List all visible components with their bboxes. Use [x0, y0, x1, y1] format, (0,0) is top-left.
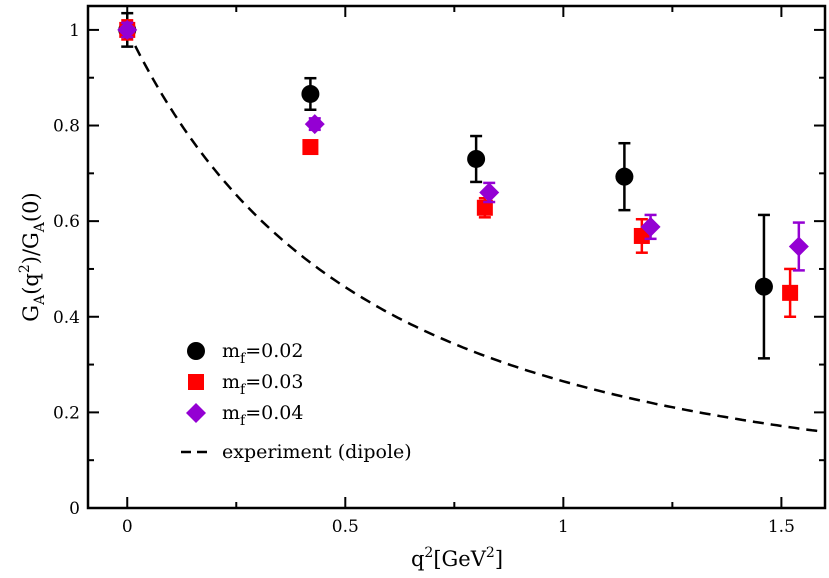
x-tick-label: 1 [558, 517, 569, 537]
x-tick-label: 1.5 [768, 517, 795, 537]
legend-label-mf004: mf=0.04 [222, 402, 303, 429]
x-tick-label: 0.5 [332, 517, 359, 537]
legend-label-experiment: experiment (dipole) [222, 441, 412, 463]
data-point-diamond [479, 182, 500, 203]
y-axis-label: GA(q2)/GA(0) [17, 192, 48, 321]
dipole-curve-layer [126, 29, 826, 434]
axis-ticks: 0 0.5 1 1.5 0 0.2 0.4 0.6 0.8 1 [53, 6, 825, 537]
legend-marker-square [188, 374, 204, 390]
legend: mf=0.02 mf=0.03 mf=0.04 experiment (dipo… [181, 340, 412, 463]
x-axis-label: q2[GeV2] [411, 545, 503, 571]
data-point-circle [615, 167, 634, 186]
legend-label-mf002: mf=0.02 [222, 340, 303, 367]
data-point-circle [754, 277, 773, 296]
y-tick-label: 0.8 [53, 117, 80, 137]
data-points-layer [117, 11, 809, 360]
legend-label-mf003: mf=0.03 [222, 371, 303, 398]
y-tick-label: 0.6 [53, 212, 80, 232]
x-tick-label: 0 [122, 517, 133, 537]
legend-marker-circle [187, 342, 205, 360]
y-tick-label: 0.4 [53, 308, 80, 328]
y-tick-label: 0 [69, 499, 80, 519]
data-point-circle [467, 149, 486, 168]
data-point-square [476, 199, 493, 216]
data-point-diamond [788, 236, 809, 257]
data-point-diamond [117, 19, 138, 40]
data-point-square [302, 139, 319, 156]
data-point-square [782, 284, 799, 301]
y-tick-label: 1 [69, 21, 80, 41]
data-point-circle [301, 84, 320, 103]
plot-frame [86, 4, 827, 510]
dipole-curve [126, 29, 826, 434]
data-point-diamond [640, 216, 661, 237]
y-tick-label: 0.2 [53, 403, 80, 423]
data-point-diamond [304, 114, 325, 135]
legend-marker-diamond [186, 403, 206, 423]
